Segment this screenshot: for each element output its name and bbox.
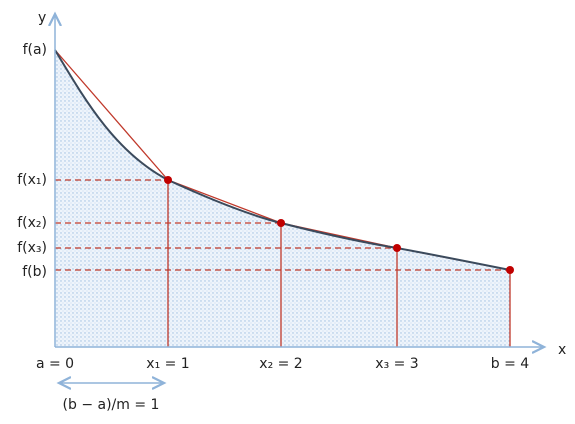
y-label: f(x₃) <box>17 240 47 256</box>
y-label: f(x₂) <box>17 215 47 231</box>
points <box>164 176 514 274</box>
y-label: f(b) <box>22 264 47 280</box>
axes <box>55 14 544 383</box>
y-label: f(a) <box>23 42 47 58</box>
shaded-area <box>55 50 510 347</box>
x-label: x₁ = 1 <box>146 356 189 372</box>
y-axis-label: y <box>38 10 46 26</box>
y-label: f(x₁) <box>17 172 47 188</box>
x-axis-label: x <box>558 342 566 358</box>
step-label: (b − a)/m = 1 <box>63 397 160 413</box>
curve <box>54 49 511 271</box>
x-label: x₂ = 2 <box>259 356 302 372</box>
x-label: b = 4 <box>491 356 530 372</box>
x-label: a = 0 <box>36 356 74 372</box>
x-label: x₃ = 3 <box>375 356 418 372</box>
